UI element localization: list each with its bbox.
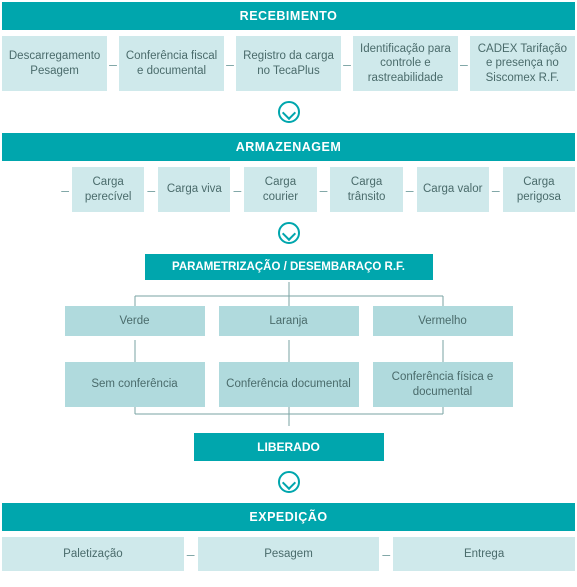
resultado-box: Conferência física e documental [373,362,513,407]
armazenagem-item: Carga valor [417,167,489,212]
expedicao-item: Paletização [2,537,184,571]
resultados-row: Sem conferência Conferência documental C… [65,362,513,407]
arrow-down-icon [2,101,575,123]
connector-dash: – [184,537,198,571]
recebimento-item: Identificação para controle e rastreabil… [353,36,458,91]
connector-dash: – [341,36,353,91]
section-header-expedicao: EXPEDIÇÃO [2,503,575,531]
armazenagem-item: Carga trânsito [330,167,402,212]
armazenagem-row: – Carga perecível – Carga viva – Carga c… [2,167,575,212]
recebimento-item: Registro da carga no TecaPlus [236,36,341,91]
connector-dash: – [2,167,72,212]
connector-dash: – [379,537,393,571]
connector-dash: – [403,167,417,212]
canal-box: Vermelho [373,306,513,336]
armazenagem-item: Carga viva [158,167,230,212]
connector-dash: – [458,36,470,91]
recebimento-item: Descarregamento Pesagem [2,36,107,91]
expedicao-item: Pesagem [198,537,380,571]
resultado-box: Conferência documental [219,362,359,407]
armazenagem-item: Carga courier [244,167,316,212]
recebimento-row: Descarregamento Pesagem – Conferência fi… [2,36,575,91]
section-header-armazenagem: ARMAZENAGEM [2,133,575,161]
connector-dash: – [317,167,331,212]
expedicao-item: Entrega [393,537,575,571]
recebimento-item: CADEX Tarifação e presença no Siscomex R… [470,36,575,91]
liberado-box: LIBERADO [194,433,384,461]
resultado-box: Sem conferência [65,362,205,407]
connector-dash: – [107,36,119,91]
recebimento-item: Conferência fiscal e documental [119,36,224,91]
expedicao-row: Paletização – Pesagem – Entrega [2,537,575,571]
section-header-recebimento: RECEBIMENTO [2,2,575,30]
arrow-down-icon [2,222,575,244]
section-header-parametrizacao: PARAMETRIZAÇÃO / DESEMBARAÇO R.F. [145,254,433,280]
armazenagem-item: Carga perigosa [503,167,575,212]
canal-box: Laranja [219,306,359,336]
parametrizacao-block: PARAMETRIZAÇÃO / DESEMBARAÇO R.F. Verde … [65,254,513,461]
canal-box: Verde [65,306,205,336]
armazenagem-item: Carga perecível [72,167,144,212]
connector-dash: – [230,167,244,212]
canais-row: Verde Laranja Vermelho [65,306,513,336]
connector-dash: – [224,36,236,91]
arrow-down-icon [2,471,575,493]
connector-dash: – [489,167,503,212]
connector-dash: – [144,167,158,212]
